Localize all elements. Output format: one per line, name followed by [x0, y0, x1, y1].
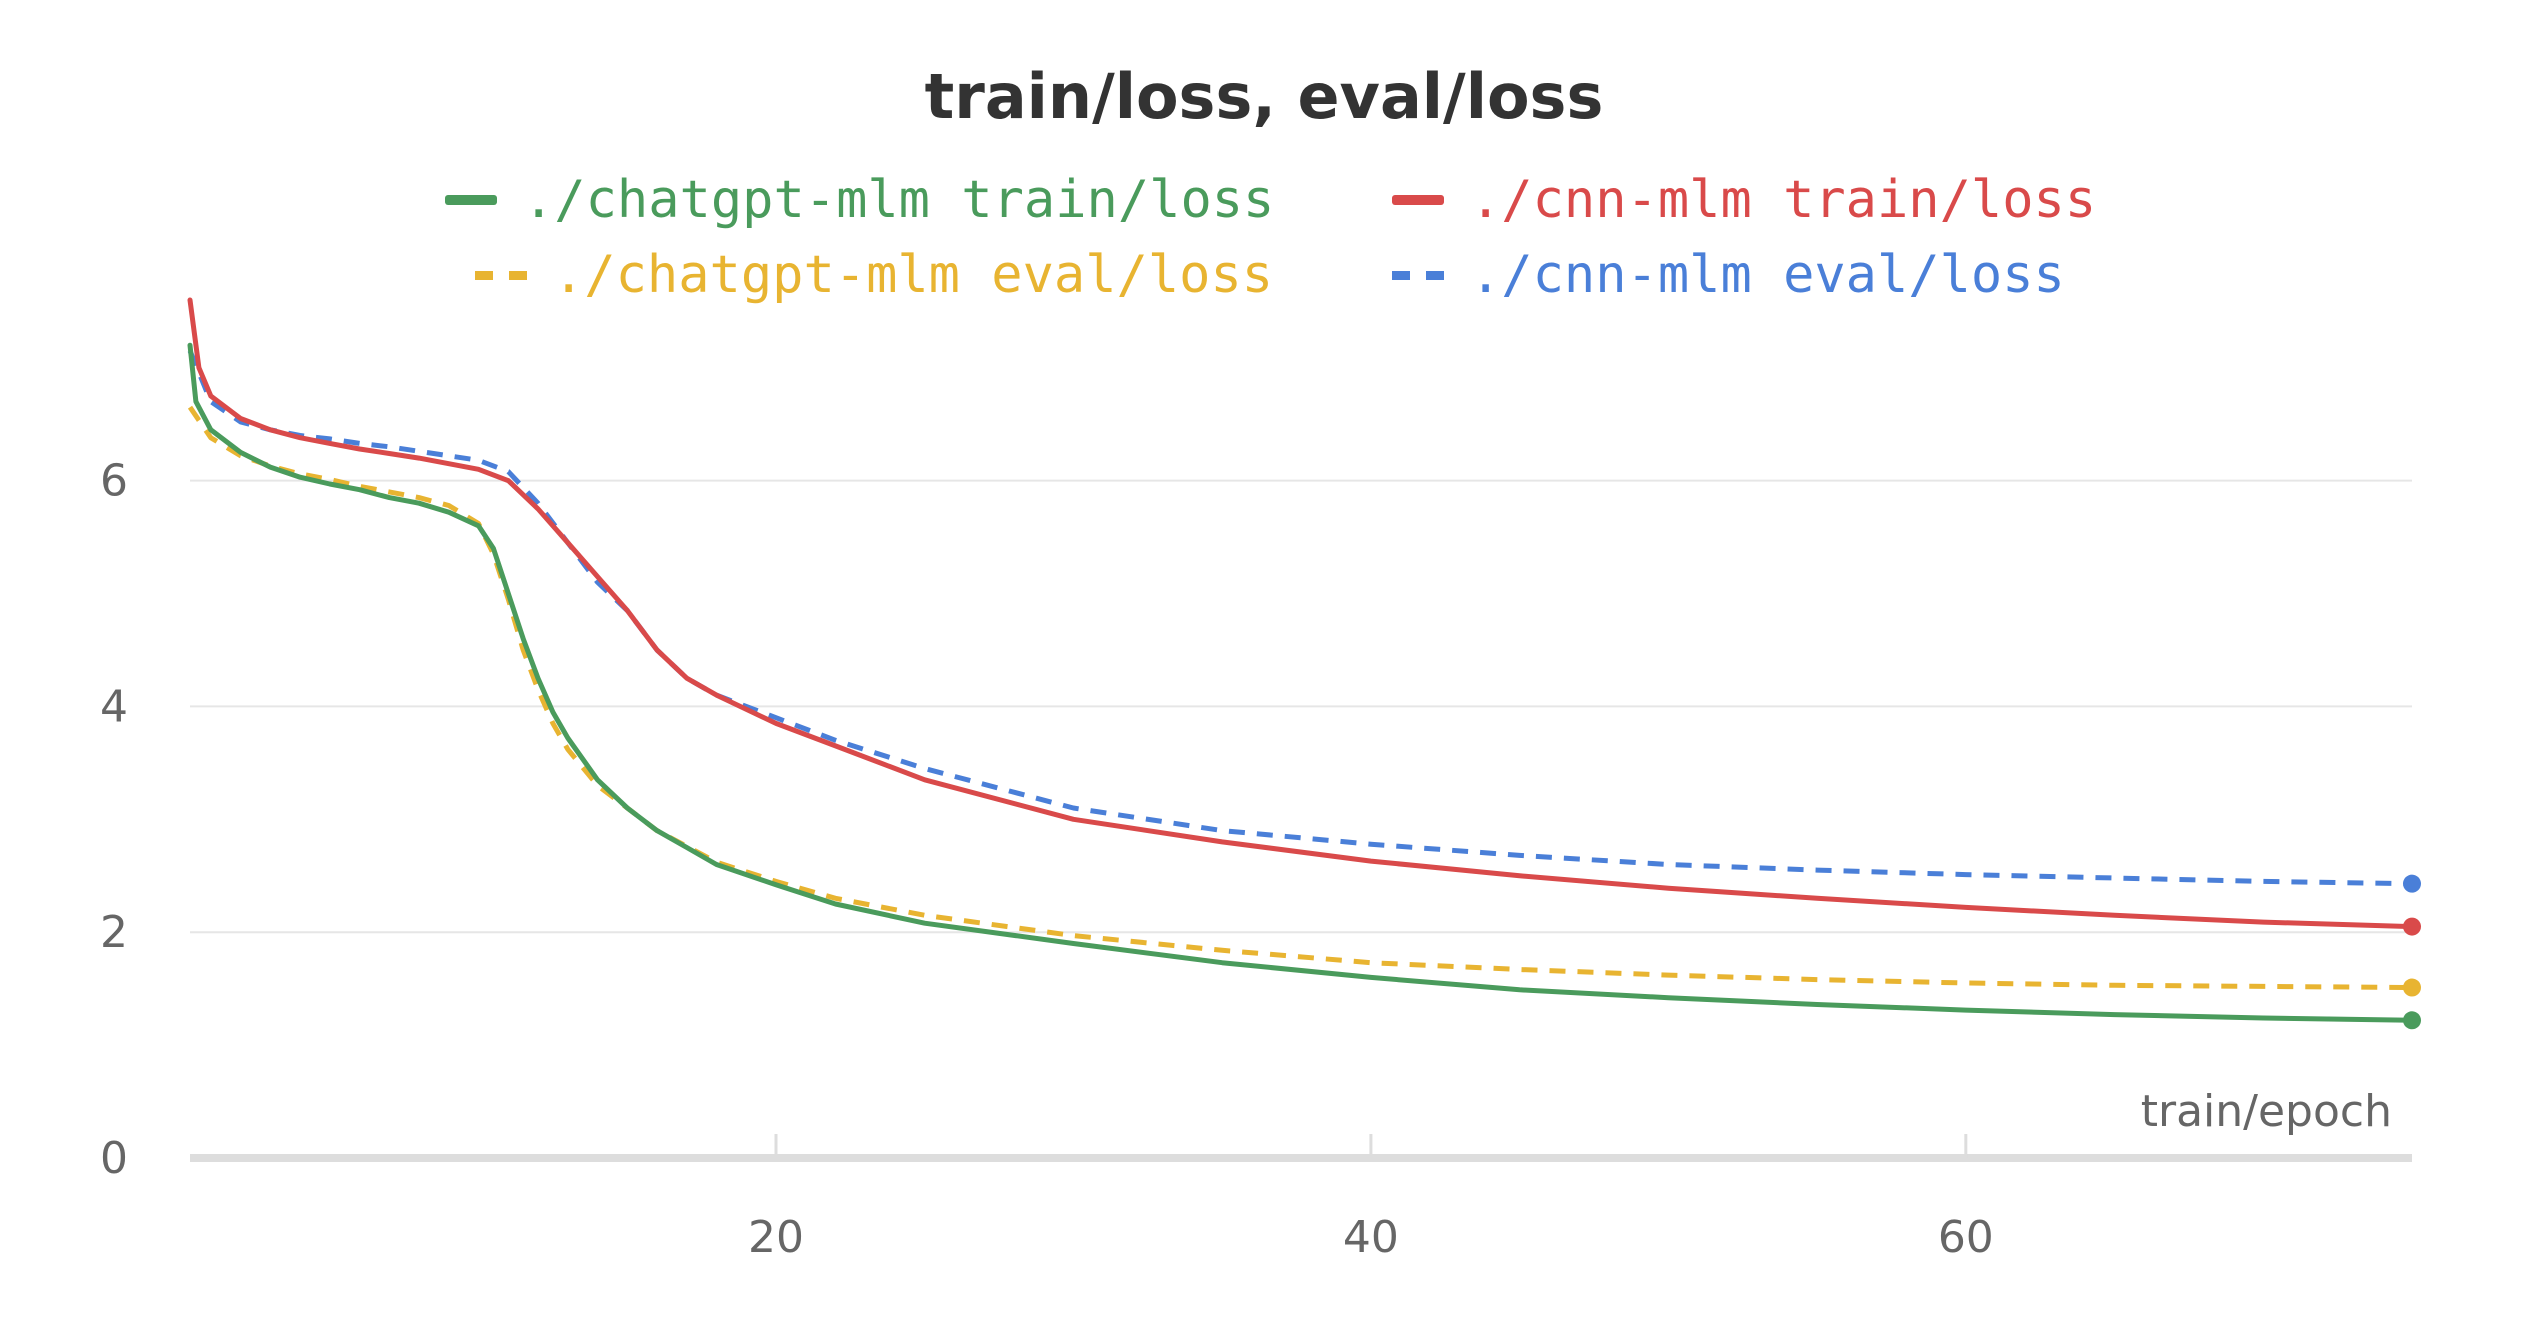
- y-tick-label-4: 4: [100, 681, 128, 732]
- legend-entry-chatgpt-eval[interactable]: ./chatgpt-mlm eval/loss: [475, 245, 1273, 305]
- legend-swatch-chatgpt-train: [445, 195, 497, 205]
- series-endpoint-0[interactable]: [2403, 1011, 2421, 1030]
- series-endpoint-3[interactable]: [2403, 874, 2421, 893]
- series-lines: [187, 297, 2421, 1030]
- y-tick-label-2: 2: [100, 907, 128, 958]
- legend-swatch-chatgpt-eval: [475, 270, 527, 280]
- axes: 0 2 4 6 20 40 60: [100, 456, 2412, 1263]
- grid-lines: [190, 479, 2412, 934]
- series-endpoint-1[interactable]: [2403, 917, 2421, 936]
- legend-entry-cnn-eval[interactable]: ./cnn-mlm eval/loss: [1392, 245, 2065, 305]
- y-tick-label-0: 0: [100, 1133, 128, 1184]
- legend-label-cnn-eval: ./cnn-mlm eval/loss: [1470, 245, 2065, 305]
- x-axis-label: train/epoch: [2141, 1086, 2392, 1137]
- legend-swatch-cnn-eval: [1392, 270, 1444, 280]
- x-tick-label-40: 40: [1343, 1212, 1399, 1263]
- chart-title: train/loss, eval/loss: [924, 60, 1604, 133]
- series-endpoint-2[interactable]: [2403, 978, 2421, 997]
- series-line-3[interactable]: [187, 349, 2413, 887]
- chart-legend: ./chatgpt-mlm train/loss ./cnn-mlm train…: [0, 160, 2528, 320]
- x-tick-label-60: 60: [1938, 1212, 1994, 1263]
- legend-swatch-cnn-train: [1392, 195, 1444, 205]
- y-tick-label-6: 6: [100, 456, 128, 507]
- legend-label-chatgpt-train: ./chatgpt-mlm train/loss: [523, 170, 1275, 230]
- legend-entry-cnn-train[interactable]: ./cnn-mlm train/loss: [1392, 170, 2096, 230]
- x-tick-label-20: 20: [748, 1212, 804, 1263]
- series-line-1[interactable]: [187, 297, 2415, 930]
- series-line-0[interactable]: [187, 342, 2415, 1023]
- legend-label-cnn-train: ./cnn-mlm train/loss: [1470, 170, 2097, 230]
- legend-entry-chatgpt-train[interactable]: ./chatgpt-mlm train/loss: [445, 170, 1274, 230]
- legend-label-chatgpt-eval: ./chatgpt-mlm eval/loss: [553, 245, 1274, 305]
